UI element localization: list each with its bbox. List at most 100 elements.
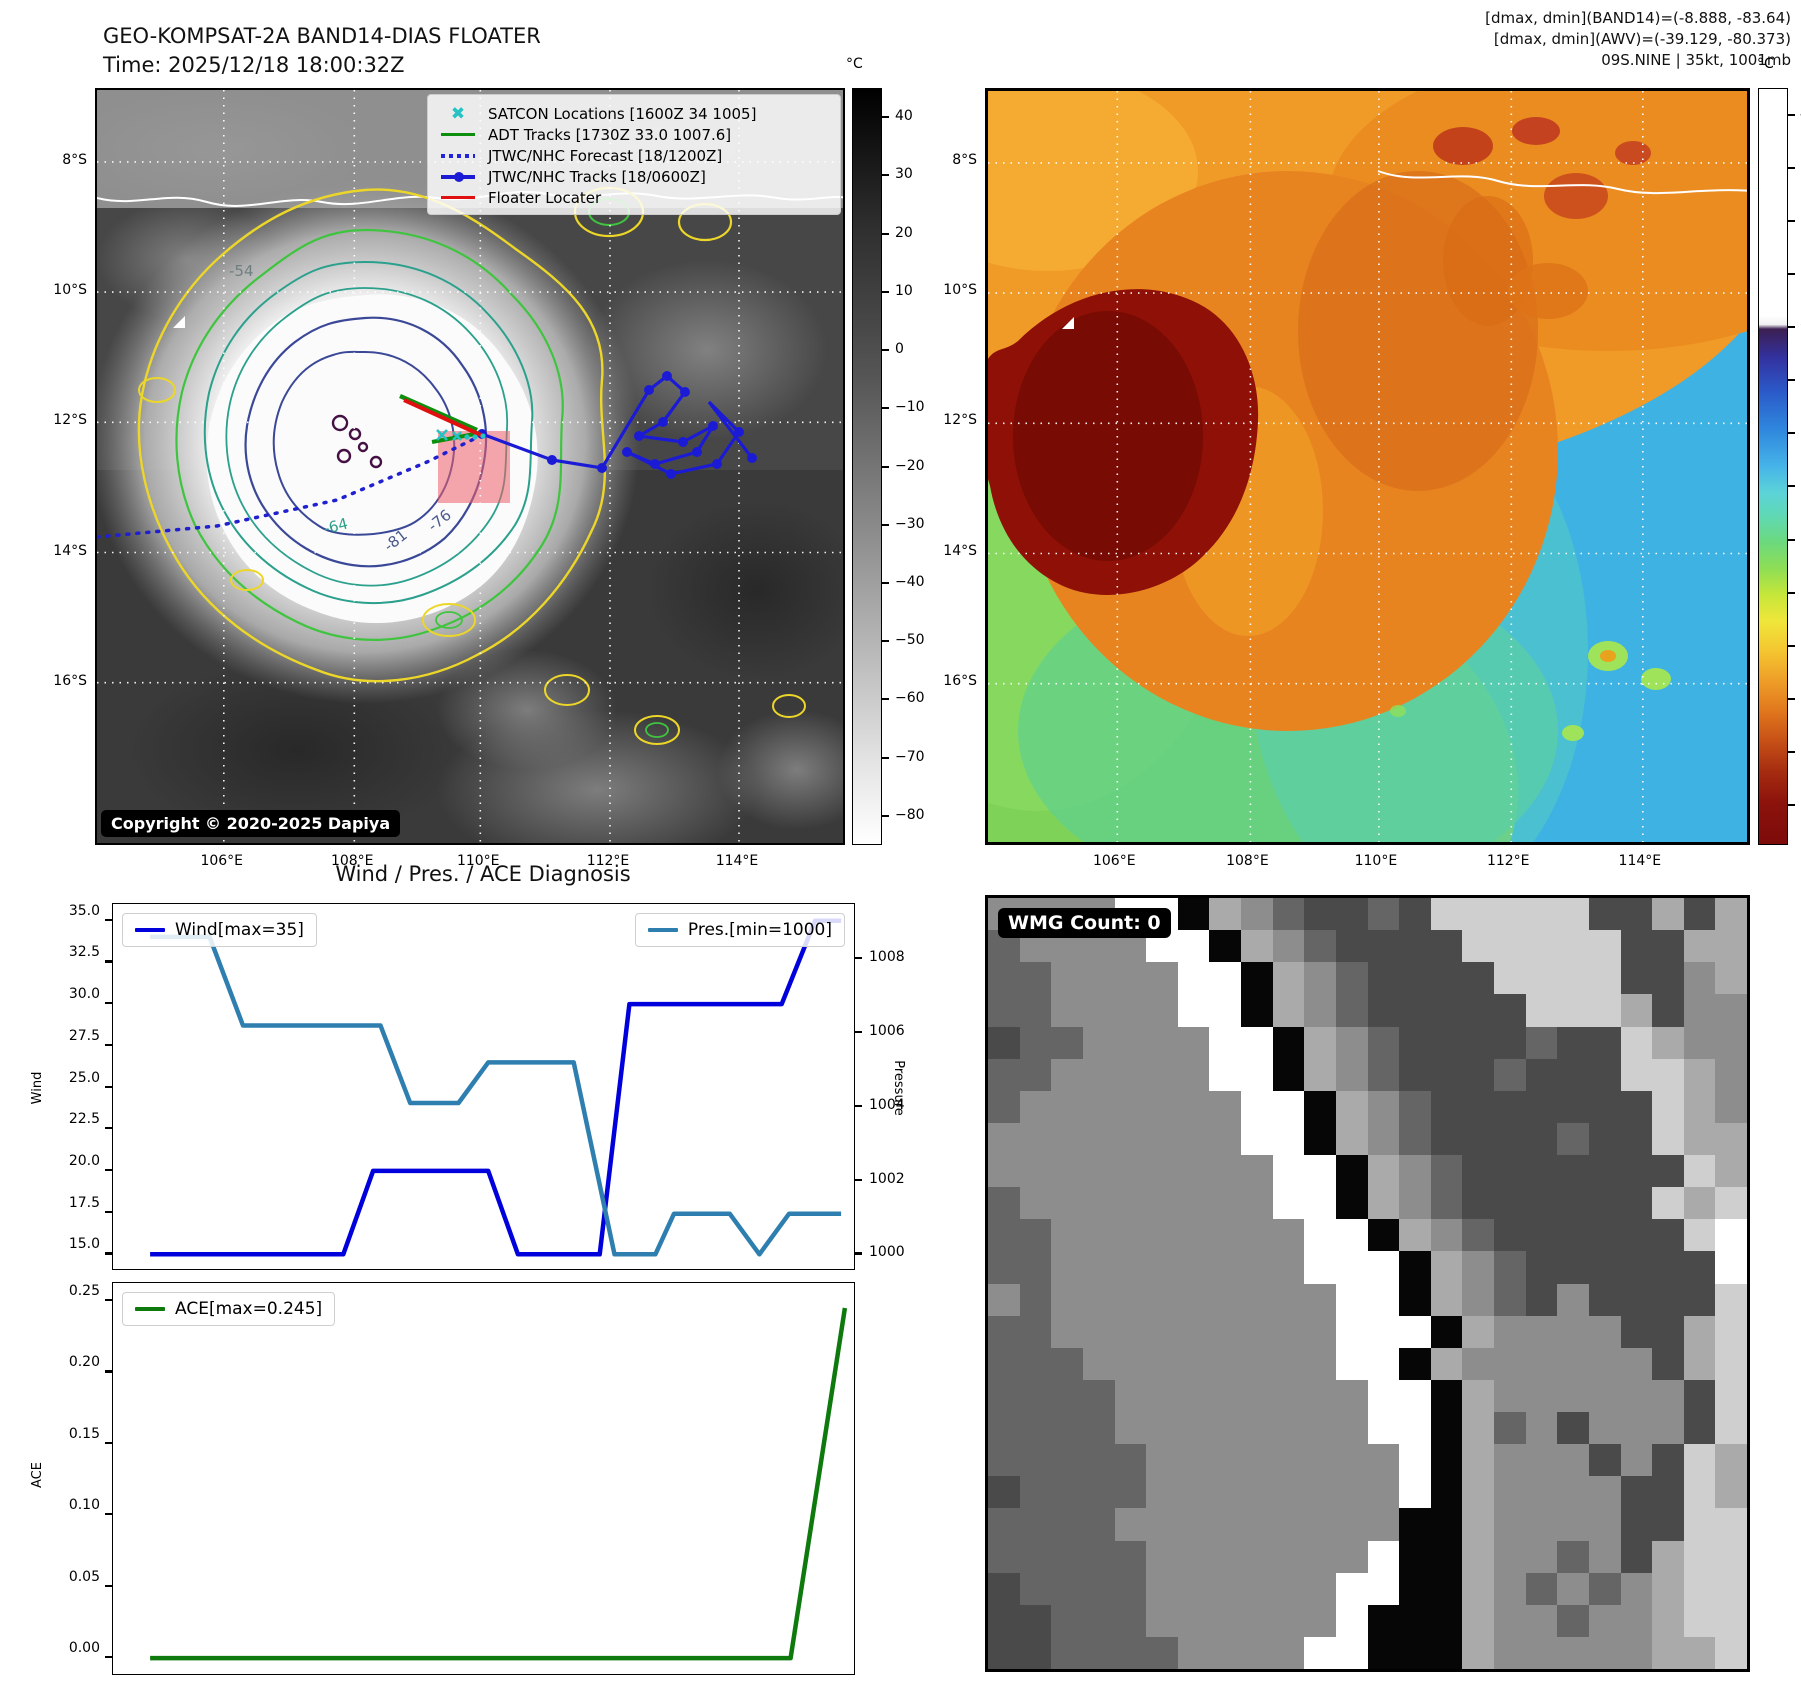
ace-tickmark [105,1584,112,1587]
storm-id-intensity: 09S.NINE | 35kt, 1001mb [1601,51,1791,69]
awv-xtick: 112°E [1486,853,1530,869]
band14-ytick: 16°S [53,672,87,689]
legend-item-label: ADT Tracks [1730Z 33.0 1007.6] [488,125,732,144]
wind-ytick: 15.0 [68,1236,100,1253]
legend-item-label: JTWC/NHC Forecast [18/1200Z] [488,146,723,165]
series-ace [150,1307,848,1661]
series-pressure [150,934,842,1257]
ace-chart[interactable] [112,1282,855,1675]
wind-tickmark [105,960,112,963]
pres-tickmark [855,1252,862,1255]
wind-ytick: 17.5 [68,1194,100,1211]
awv-xtick: 106°E [1092,853,1136,869]
pres-tickmark [855,1104,862,1107]
band14-colorbar-tickmark [882,116,889,119]
wmg-mask-panel[interactable]: WMG Count: 0 [985,895,1750,1672]
band14-xtick: 114°E [715,853,759,869]
band14-colorbar-tickmark [882,756,889,759]
floater-region-highlight [438,431,510,503]
awv-colorbar-tickmark [1788,219,1795,222]
band14-colorbar-tickmark [882,407,889,410]
band14-colorbar-tickmark [882,698,889,701]
awv-ytick: 12°S [943,412,977,429]
awv-imagery [988,91,1747,842]
legend-item-label: Floater Locater [488,188,602,207]
wind-tickmark [105,1210,112,1213]
band14-colorbar-tickmark [882,232,889,235]
band14-colorbar-tick: −80 [895,806,925,823]
red-line-icon [438,195,478,200]
band14-ytick: 14°S [53,542,87,559]
band14-colorbar-tick: −70 [895,748,925,765]
satcon-x-icon: ✖ [450,103,466,124]
band14-colorbar-tickmark [882,640,889,643]
wind-tickmark [105,1127,112,1130]
dmax-dmin-band14: [dmax, dmin](BAND14)=(-8.888, -83.64) [1485,9,1791,27]
wind-tickmark [105,918,112,921]
band14-xtick: 108°E [330,853,374,869]
jtwc-best-track [477,371,757,479]
series-wind [150,918,842,1257]
diagnosis-title: Wind / Pres. / ACE Diagnosis [335,862,631,886]
pres-ytick: 1002 [869,1170,905,1187]
ace-tickmark [105,1370,112,1373]
band14-colorbar-tick: −30 [895,515,925,532]
legend-item: ADT Tracks [1730Z 33.0 1007.6] [438,124,830,145]
wind-ytick: 32.5 [68,944,100,961]
pres-ytick: 1006 [869,1022,905,1039]
band14-colorbar-tick: 20 [895,224,913,241]
ace-tickmark [105,1441,112,1444]
wind-pressure-plot [150,918,842,1257]
awv-colorbar [1758,88,1788,845]
ace-ytick: 0.20 [68,1354,100,1371]
blue-dotted-icon [438,153,478,158]
awv-xtick: 108°E [1226,853,1269,869]
awv-ytick: 14°S [943,542,977,559]
band14-colorbar-tickmark [882,174,889,177]
satcon-dots [464,433,486,440]
awv-colorbar-tickmark [1788,166,1795,169]
pres-tickmark [855,957,862,960]
dmax-dmin-awv: [dmax, dmin](AWV)=(-39.129, -80.373) [1493,30,1791,48]
ace-tickmark [105,1656,112,1659]
wind-ytick: 27.5 [68,1027,100,1044]
wind-axis-label: Wind [30,1071,45,1105]
band14-satellite-map[interactable]: -54 -64 -81 -76 ✖ SATCON Locations [1600Z… [95,88,845,845]
band14-colorbar-tick: −10 [895,399,925,416]
band14-colorbar-tick: −60 [895,690,925,707]
wind-legend: Wind[max=35] [122,913,317,947]
contour-label--54: -54 [229,262,254,280]
blue-line-dot-icon [438,171,478,182]
band14-colorbar-tickmark [882,523,889,526]
copyright-badge: Copyright © 2020-2025 Dapiya [101,810,401,837]
pres-ytick: 1004 [869,1096,905,1113]
pres-legend: Pres.[min=1000] [634,913,845,947]
ace-ytick: 0.00 [68,1640,100,1657]
band14-colorbar-unit: °C [846,56,863,72]
ace-legend-swatch [135,1307,165,1311]
wind-ytick: 25.0 [68,1069,100,1086]
ace-legend-label: ACE[max=0.245] [175,1299,323,1319]
green-line-icon [438,132,478,137]
band14-ytick: 12°S [53,412,87,429]
awv-enhanced-map[interactable] [985,88,1750,845]
jtwc-forecast-track [97,433,484,539]
pres-ytick: 1008 [869,949,905,966]
ace-legend: ACE[max=0.245] [122,1292,336,1326]
band14-colorbar-tickmark [882,290,889,293]
band14-colorbar-tickmark [882,465,889,468]
contour-label--64: -64 [322,514,350,537]
wind-pressure-chart[interactable] [112,903,855,1270]
awv-colorbar-tickmark [1788,591,1795,594]
ace-ytick: 0.05 [68,1568,100,1585]
band14-colorbar-tick: −40 [895,573,925,590]
awv-colorbar-tickmark [1788,379,1795,382]
band14-colorbar-tick: 0 [895,341,904,358]
band14-colorbar-tick: −50 [895,632,925,649]
awv-xtick: 110°E [1354,853,1398,869]
awv-ytick: 10°S [943,282,977,299]
pres-legend-swatch [647,928,678,932]
band14-colorbar [852,88,882,845]
wind-legend-label: Wind[max=35] [175,920,304,940]
wind-ytick: 35.0 [68,902,100,919]
